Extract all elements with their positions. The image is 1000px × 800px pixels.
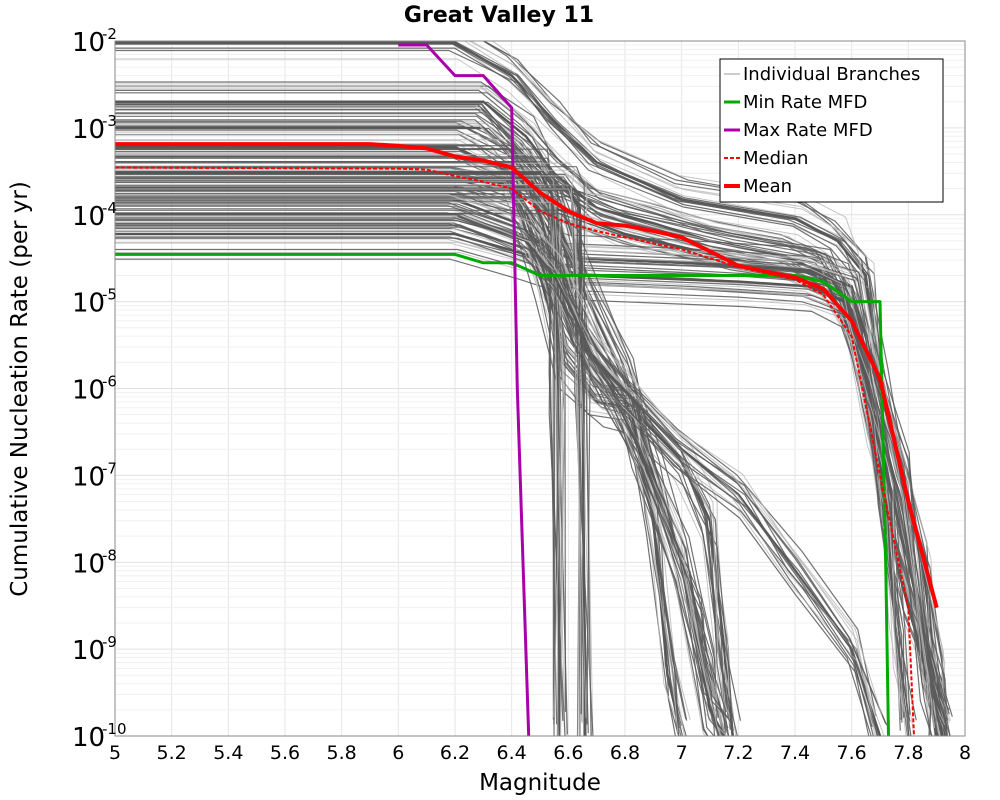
legend-label: Individual Branches — [743, 64, 920, 85]
y-axis-label: Cumulative Nucleation Rate (per yr) — [7, 181, 33, 597]
branch-line — [115, 237, 879, 736]
branch-line — [115, 215, 905, 718]
y-tick-label: 10 — [72, 289, 105, 319]
branch-line — [115, 212, 911, 715]
branch-line — [115, 226, 885, 736]
legend-label: Median — [743, 148, 808, 169]
y-tick-label: 10 — [72, 202, 105, 232]
branch-line — [115, 202, 887, 725]
y-tick-exponent: -5 — [102, 286, 117, 304]
series-mean — [115, 142, 939, 609]
branch-line — [115, 104, 720, 713]
branch-line — [115, 129, 946, 720]
y-tick-label: 10 — [72, 636, 105, 666]
branch-line — [115, 81, 944, 717]
x-tick-label: 7 — [676, 742, 688, 764]
series-max-rate-mfd — [398, 43, 531, 736]
chart-title: Great Valley 11 — [404, 3, 594, 28]
branch-line — [115, 173, 583, 722]
branch-line — [115, 171, 568, 735]
series-median — [115, 166, 915, 736]
branch-line — [115, 176, 591, 725]
legend-box — [719, 58, 944, 203]
y-tick-exponent: -2 — [102, 25, 117, 43]
y-tick-label: 10 — [72, 115, 105, 145]
series-group — [115, 43, 939, 736]
plot-frame — [114, 40, 966, 737]
branch-line — [115, 181, 679, 730]
branch-line — [115, 252, 912, 736]
x-tick-label: 8 — [959, 742, 971, 764]
legend: Individual Branches Min Rate MFD Max Rate … — [719, 58, 944, 203]
y-tick-exponent: -6 — [102, 373, 117, 391]
x-tick-label: 5.4 — [213, 742, 243, 764]
x-axis-label: Magnitude — [479, 770, 601, 796]
x-tick-label: 6.4 — [497, 742, 527, 764]
x-tick-label: 5.8 — [327, 742, 357, 764]
branch-line — [115, 166, 586, 715]
legend-label: Min Rate MFD — [743, 92, 867, 113]
branch-line — [115, 194, 930, 732]
branch-line — [115, 157, 564, 721]
y-tick-label: 10 — [72, 723, 105, 753]
branch-line — [115, 184, 679, 733]
y-axis-ticks: 10-210-310-410-510-610-710-810-910-10 — [72, 25, 127, 753]
x-tick-label: 7.8 — [893, 742, 923, 764]
x-tick-label: 6.6 — [553, 742, 583, 764]
branch-line — [115, 205, 873, 728]
legend-label: Max Rate MFD — [743, 120, 873, 141]
x-tick-label: 5 — [109, 742, 121, 764]
y-tick-label: 10 — [72, 462, 105, 492]
y-tick-label: 10 — [72, 28, 105, 58]
x-axis-ticks: 5 5.2 5.4 5.6 5.8 6 6.2 6.4 6.6 6.8 7 7.2 7.4 7.6 7.8 8 — [109, 742, 971, 764]
y-tick-exponent: -9 — [102, 633, 117, 651]
y-tick-exponent: -8 — [102, 546, 117, 564]
branch-line — [115, 185, 589, 734]
branch-line — [115, 120, 950, 711]
branch-line — [115, 47, 948, 736]
branch-line — [115, 194, 883, 717]
y-tick-exponent: -10 — [102, 720, 127, 738]
branch-line — [115, 194, 877, 717]
x-tick-label: 7.6 — [837, 742, 867, 764]
branch-line — [115, 223, 872, 736]
branch-line — [468, 41, 946, 724]
branch-line — [115, 203, 888, 726]
series-min-rate-mfd — [115, 252, 890, 736]
x-tick-label: 5.6 — [270, 742, 300, 764]
y-tick-exponent: -3 — [102, 112, 117, 130]
x-tick-label: 6.8 — [610, 742, 640, 764]
x-tick-label: 5.2 — [157, 742, 187, 764]
individual-branches-group — [115, 41, 953, 736]
branch-line — [115, 184, 938, 722]
branch-line — [115, 101, 718, 711]
branch-line — [115, 162, 590, 711]
x-tick-label: 6.2 — [440, 742, 470, 764]
x-tick-label: 6 — [392, 742, 404, 764]
branch-line — [115, 154, 565, 718]
branch-line — [115, 215, 936, 736]
branch-line — [115, 230, 870, 736]
y-tick-exponent: -4 — [102, 199, 117, 217]
branch-line — [115, 194, 876, 716]
x-tick-label: 7.2 — [723, 742, 753, 764]
y-tick-exponent: -7 — [102, 459, 117, 477]
legend-label: Mean — [743, 176, 792, 197]
y-tick-label: 10 — [72, 549, 105, 579]
y-tick-label: 10 — [72, 376, 105, 406]
x-tick-label: 7.4 — [780, 742, 810, 764]
branch-line — [115, 190, 592, 736]
branch-line — [115, 103, 727, 713]
